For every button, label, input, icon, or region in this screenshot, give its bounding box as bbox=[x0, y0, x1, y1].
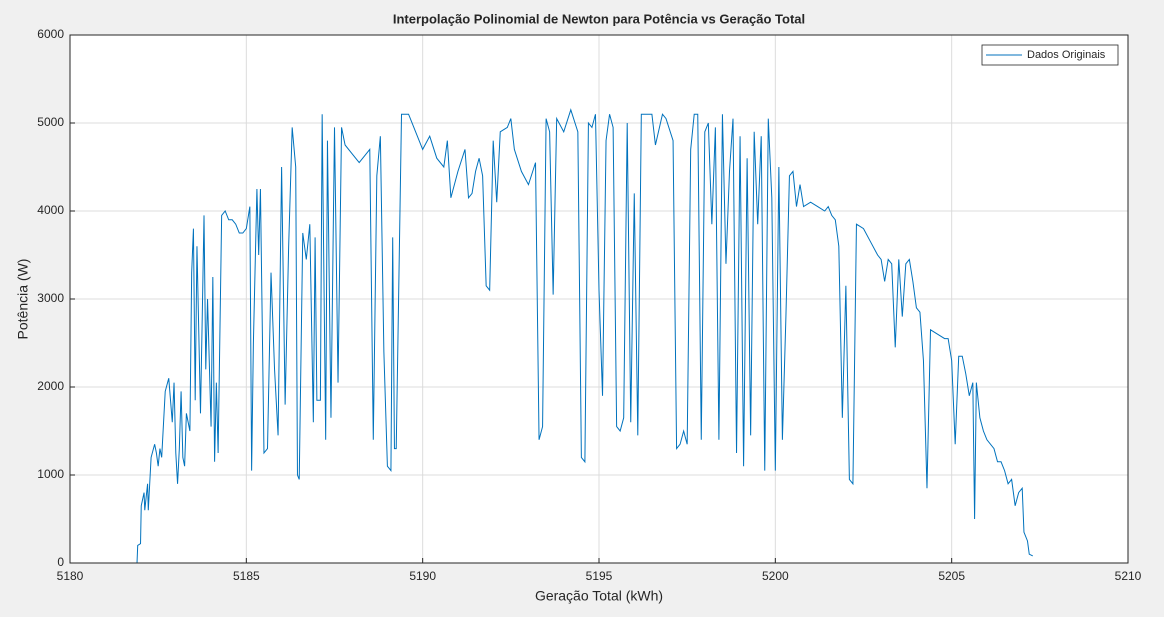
y-tick-label: 4000 bbox=[37, 203, 64, 217]
x-tick-label: 5205 bbox=[938, 569, 965, 583]
legend-box bbox=[981, 44, 1119, 66]
x-tick-label: 5200 bbox=[762, 569, 789, 583]
x-tick-label: 5180 bbox=[57, 569, 84, 583]
y-tick-label: 3000 bbox=[37, 291, 64, 305]
x-axis-label: Geração Total (kWh) bbox=[535, 588, 663, 604]
legend-label: Dados Originais bbox=[1027, 49, 1106, 61]
chart-title: Interpolação Polinomial de Newton para P… bbox=[393, 11, 805, 26]
x-tick-label: 5185 bbox=[233, 569, 260, 583]
y-tick-label: 1000 bbox=[37, 467, 64, 481]
x-tick-label: 5195 bbox=[586, 569, 613, 583]
x-tick-label: 5190 bbox=[409, 569, 436, 583]
data-line bbox=[136, 108, 1034, 564]
y-tick-label: 2000 bbox=[37, 379, 64, 393]
legend: Dados Originais bbox=[981, 44, 1119, 66]
x-tick-label: 5210 bbox=[1115, 569, 1142, 583]
y-axis-label: Potência (W) bbox=[15, 259, 31, 340]
y-tick-label: 6000 bbox=[37, 27, 64, 41]
y-tick-label: 5000 bbox=[37, 115, 64, 129]
lines bbox=[136, 108, 1034, 564]
y-tick-label: 0 bbox=[57, 555, 64, 569]
